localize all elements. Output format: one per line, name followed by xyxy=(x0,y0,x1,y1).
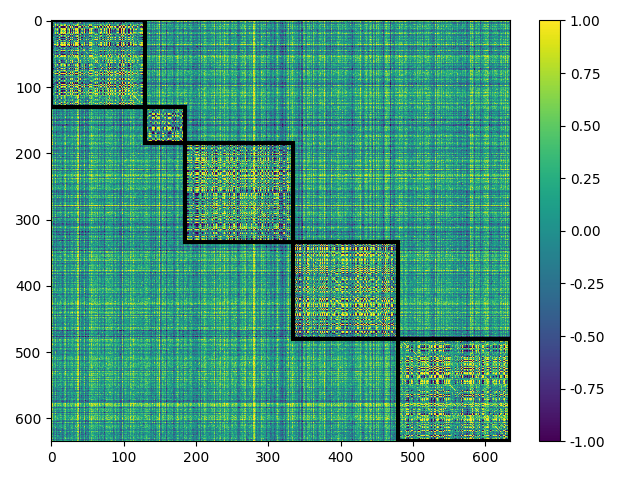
Bar xyxy=(185,143,293,242)
Bar xyxy=(398,338,510,441)
Bar xyxy=(145,107,185,143)
Bar xyxy=(51,21,145,107)
Bar xyxy=(293,242,398,338)
